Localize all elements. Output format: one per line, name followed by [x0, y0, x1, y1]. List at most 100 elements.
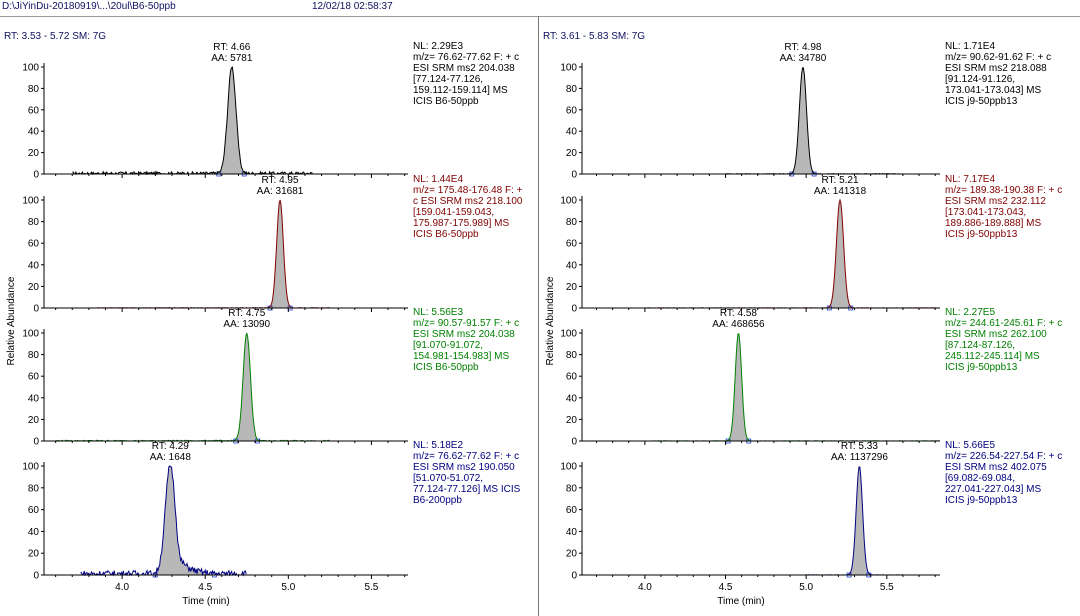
info-line: NL: 2.29E3 — [413, 41, 463, 52]
peak-area — [728, 333, 749, 441]
y-tick-label: 60 — [566, 372, 578, 383]
signal-line — [644, 198, 940, 309]
info-line: ESI SRM ms2 204.038 — [413, 329, 515, 340]
info-line: m/z= 76.62-77.62 F: + c — [413, 52, 519, 63]
info-line: ESI SRM ms2 218.088 — [945, 63, 1047, 74]
info-line: m/z= 226.54-227.54 F: + c — [945, 451, 1062, 462]
y-tick-label: 40 — [566, 127, 578, 138]
info-line: NL: 1.71E4 — [945, 41, 995, 52]
y-tick-label: 0 — [571, 571, 577, 582]
x-tick-label: 4.5 — [198, 582, 212, 593]
info-line: ICIS j9-50ppb13 — [945, 495, 1018, 506]
info-line: ICIS B6-50ppb — [413, 362, 479, 373]
y-tick-label: 60 — [28, 105, 40, 116]
y-tick-label: 80 — [28, 483, 40, 494]
info-line: [51.070-51.072, — [413, 473, 483, 484]
info-line: [159.041-159.043, — [413, 207, 494, 218]
y-axis-label: Relative Abundance — [6, 276, 17, 365]
y-tick-label: 20 — [566, 282, 578, 293]
info-line: [77.124-77.126, — [413, 74, 483, 85]
peak-area-label: AA: 468656 — [712, 319, 765, 330]
y-axis-label: Relative Abundance — [545, 276, 556, 365]
x-tick-label: 5.5 — [880, 582, 894, 593]
peak-area-label: AA: 5781 — [211, 53, 253, 64]
info-line: c ESI SRM ms2 218.100 — [413, 196, 523, 207]
peak-area — [829, 200, 851, 308]
peak-rt-label: RT: 5.21 — [821, 175, 858, 186]
y-tick-label: 100 — [560, 196, 577, 207]
signal-line — [97, 199, 330, 309]
info-line: m/z= 175.48-176.48 F: + — [413, 185, 523, 196]
y-tick-label: 80 — [566, 217, 578, 228]
y-tick-label: 0 — [571, 304, 577, 315]
peak-area — [270, 200, 291, 308]
y-tick-label: 80 — [566, 483, 578, 494]
y-tick-label: 60 — [28, 239, 40, 250]
signal-line — [72, 66, 313, 176]
y-tick-label: 60 — [28, 505, 40, 516]
x-axis-label: Time (min) — [182, 596, 229, 607]
x-tick-label: 4.0 — [115, 582, 129, 593]
y-tick-label: 20 — [566, 148, 578, 159]
info-line: ICIS j9-50ppb13 — [945, 229, 1018, 240]
info-line: NL: 1.44E4 — [413, 174, 463, 185]
y-tick-label: 0 — [571, 437, 577, 448]
x-axis-label: Time (min) — [717, 596, 764, 607]
y-tick-label: 20 — [566, 549, 578, 560]
peak-area-label: AA: 13090 — [223, 319, 270, 330]
y-tick-label: 40 — [566, 527, 578, 538]
y-tick-label: 0 — [33, 437, 39, 448]
y-tick-label: 0 — [571, 170, 577, 181]
y-tick-label: 80 — [566, 350, 578, 361]
chart-panel-left: RT: 3.53 - 5.72 SM: 7G Relative Abundance… — [4, 31, 523, 607]
trace-3: 0 20 40 60 80 100 4.0 4.5 5.0 5.5 Time (min) RT: 4.… — [22, 440, 520, 607]
info-line: B6-200ppb — [413, 495, 462, 506]
info-line: NL: 5.66E5 — [945, 440, 995, 451]
x-tick-label: 4.5 — [719, 582, 733, 593]
x-tick-label: 5.5 — [364, 582, 378, 593]
info-line: [173.041-173.043, — [945, 207, 1026, 218]
info-line: m/z= 76.62-77.62 F: + c — [413, 451, 519, 462]
info-line: [91.070-91.072, — [413, 340, 483, 351]
info-line: m/z= 189.38-190.38 F: + c — [945, 185, 1062, 196]
y-tick-label: 60 — [566, 105, 578, 116]
y-tick-label: 60 — [28, 372, 40, 383]
y-tick-label: 60 — [566, 239, 578, 250]
y-tick-label: 40 — [566, 260, 578, 271]
y-tick-label: 40 — [28, 527, 40, 538]
peak-rt-label: RT: 4.66 — [213, 42, 250, 53]
peak-area-label: AA: 1137296 — [831, 452, 889, 463]
y-tick-label: 40 — [28, 127, 40, 138]
info-line: ESI SRM ms2 204.038 — [413, 63, 515, 74]
info-line: [91.124-91.126, — [945, 74, 1015, 85]
signal-line — [653, 333, 940, 442]
peak-area-label: AA: 1648 — [150, 452, 192, 463]
trace-3: 0 20 40 60 80 100 4.0 4.5 5.0 5.5 Time (min) RT: 5.… — [560, 440, 1062, 607]
info-line: m/z= 244.61-245.61 F: + c — [945, 318, 1062, 329]
y-tick-label: 40 — [566, 393, 578, 404]
info-line: NL: 2.27E5 — [945, 307, 995, 318]
info-line: 189.886-189.888] MS — [945, 218, 1042, 229]
y-tick-label: 40 — [28, 393, 40, 404]
info-line: ICIS B6-50ppb — [413, 96, 479, 107]
peak-area-label: AA: 31681 — [257, 186, 304, 197]
peak-rt-label: RT: 5.33 — [841, 441, 878, 452]
peak-rt-label: RT: 4.29 — [152, 441, 189, 452]
y-tick-label: 20 — [28, 549, 40, 560]
y-tick-label: 100 — [22, 196, 39, 207]
info-line: 159.112-159.114] MS — [413, 85, 508, 96]
info-line: [69.082-69.084, — [945, 473, 1015, 484]
x-tick-label: 4.0 — [638, 582, 652, 593]
file-path: D:\JiYinDu-20180919\...\20ul\B6-50ppb — [2, 1, 176, 12]
y-tick-label: 80 — [28, 350, 40, 361]
peak-area — [155, 466, 215, 575]
y-tick-label: 80 — [28, 217, 40, 228]
x-tick-label: 5.0 — [281, 582, 295, 593]
info-line: 173.041-173.043] MS — [945, 85, 1042, 96]
y-tick-label: 100 — [22, 329, 39, 340]
chart-panel-right: RT: 3.61 - 5.83 SM: 7G Relative Abundance… — [543, 31, 1062, 607]
y-tick-label: 60 — [566, 505, 578, 516]
